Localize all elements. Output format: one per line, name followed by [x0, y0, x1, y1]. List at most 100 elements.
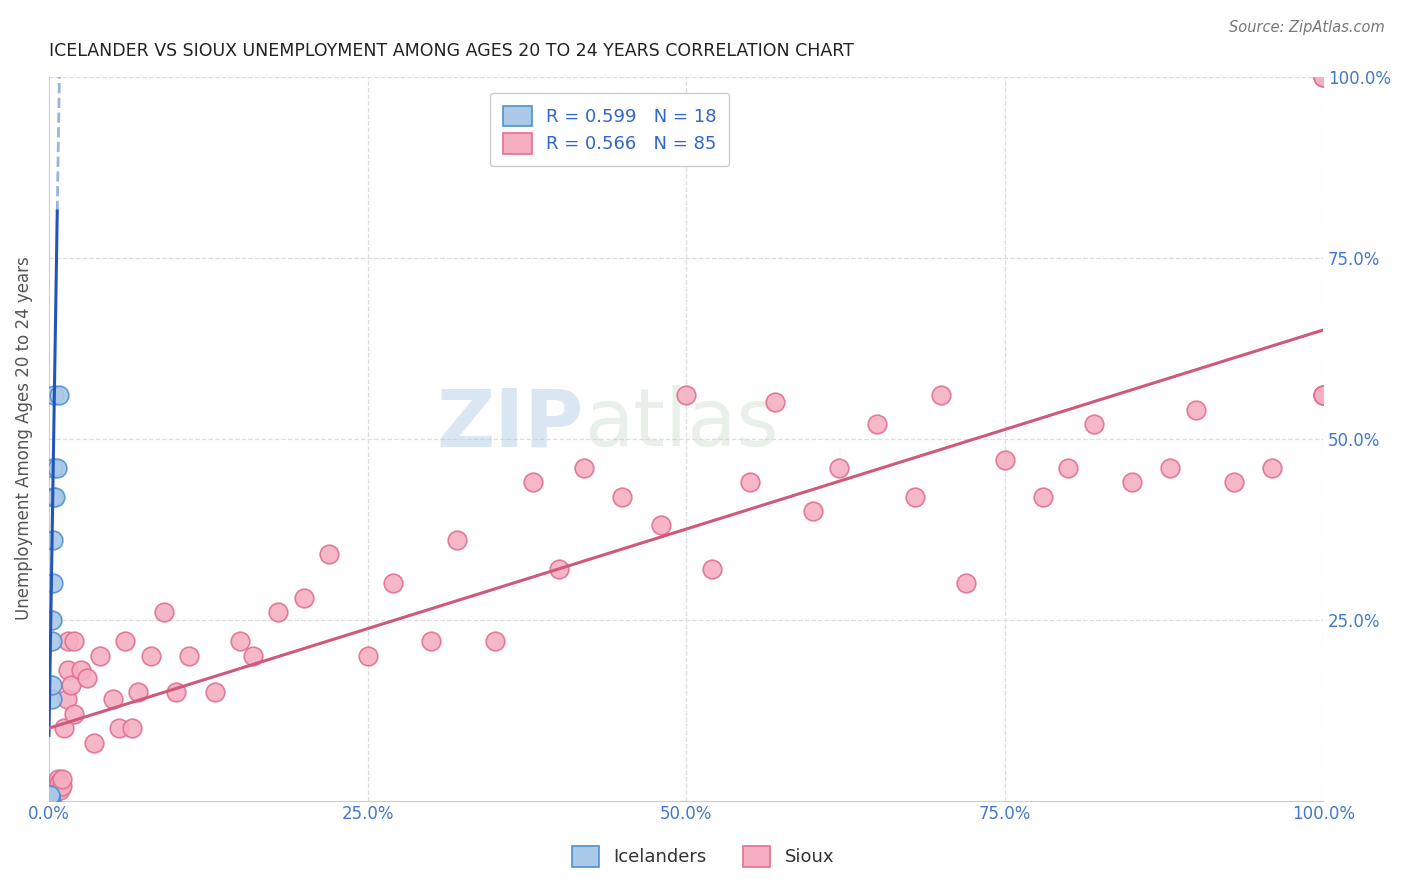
- Point: [48, 780, 70, 795]
- Point: [1057, 460, 1080, 475]
- Point: [382, 576, 405, 591]
- Point: [165, 685, 187, 699]
- Point: [572, 460, 595, 475]
- Point: [44, 778, 66, 792]
- Point: [39, 789, 62, 804]
- Point: [420, 634, 443, 648]
- Point: [48, 775, 70, 789]
- Point: [700, 562, 723, 576]
- Point: [39, 788, 62, 802]
- Point: [42, 779, 65, 793]
- Point: [39, 791, 62, 805]
- Point: [45, 460, 67, 475]
- Point: [1261, 460, 1284, 475]
- Point: [44, 490, 66, 504]
- Point: [39, 790, 62, 805]
- Point: [41, 788, 63, 802]
- Point: [242, 648, 264, 663]
- Point: [929, 388, 952, 402]
- Point: [152, 606, 174, 620]
- Point: [41, 785, 63, 799]
- Point: [42, 490, 65, 504]
- Point: [114, 634, 136, 648]
- Point: [42, 782, 65, 797]
- Point: [1312, 70, 1334, 84]
- Point: [1223, 475, 1246, 489]
- Point: [101, 692, 124, 706]
- Point: [1312, 388, 1334, 402]
- Point: [56, 692, 79, 706]
- Point: [48, 388, 70, 402]
- Point: [45, 775, 67, 789]
- Point: [42, 460, 65, 475]
- Point: [51, 779, 73, 793]
- Point: [41, 678, 63, 692]
- Point: [39, 788, 62, 802]
- Point: [650, 518, 672, 533]
- Point: [51, 772, 73, 786]
- Point: [76, 671, 98, 685]
- Point: [1083, 417, 1105, 431]
- Point: [63, 706, 86, 721]
- Point: [179, 648, 201, 663]
- Point: [39, 789, 62, 804]
- Point: [522, 475, 544, 489]
- Point: [42, 784, 65, 798]
- Point: [39, 789, 62, 803]
- Point: [41, 789, 63, 804]
- Point: [292, 591, 315, 605]
- Point: [1121, 475, 1143, 489]
- Point: [41, 692, 63, 706]
- Point: [994, 453, 1017, 467]
- Point: [42, 780, 65, 795]
- Point: [1159, 460, 1181, 475]
- Text: atlas: atlas: [583, 385, 779, 463]
- Point: [738, 475, 761, 489]
- Point: [69, 663, 91, 677]
- Point: [49, 782, 72, 797]
- Point: [1312, 70, 1334, 84]
- Point: [56, 634, 79, 648]
- Point: [204, 685, 226, 699]
- Point: [53, 721, 76, 735]
- Point: [39, 792, 62, 806]
- Point: [356, 648, 378, 663]
- Point: [612, 490, 634, 504]
- Point: [1312, 388, 1334, 402]
- Point: [42, 388, 65, 402]
- Legend: R = 0.599   N = 18, R = 0.566   N = 85: R = 0.599 N = 18, R = 0.566 N = 85: [491, 93, 730, 166]
- Point: [127, 685, 149, 699]
- Point: [1032, 490, 1054, 504]
- Point: [1184, 402, 1206, 417]
- Point: [42, 533, 65, 547]
- Point: [59, 678, 82, 692]
- Point: [267, 606, 290, 620]
- Text: Source: ZipAtlas.com: Source: ZipAtlas.com: [1229, 20, 1385, 35]
- Text: ZIP: ZIP: [437, 385, 583, 463]
- Legend: Icelanders, Sioux: Icelanders, Sioux: [565, 838, 841, 874]
- Point: [803, 504, 825, 518]
- Point: [42, 576, 65, 591]
- Point: [763, 395, 786, 409]
- Point: [139, 648, 162, 663]
- Point: [318, 548, 340, 562]
- Point: [41, 634, 63, 648]
- Point: [39, 789, 62, 804]
- Point: [83, 736, 105, 750]
- Text: ICELANDER VS SIOUX UNEMPLOYMENT AMONG AGES 20 TO 24 YEARS CORRELATION CHART: ICELANDER VS SIOUX UNEMPLOYMENT AMONG AG…: [49, 42, 853, 60]
- Point: [39, 786, 62, 800]
- Point: [42, 786, 65, 800]
- Point: [39, 791, 62, 805]
- Point: [56, 663, 79, 677]
- Point: [89, 648, 111, 663]
- Point: [955, 576, 977, 591]
- Point: [108, 721, 131, 735]
- Y-axis label: Unemployment Among Ages 20 to 24 years: Unemployment Among Ages 20 to 24 years: [15, 257, 32, 621]
- Point: [229, 634, 252, 648]
- Point: [121, 721, 143, 735]
- Point: [39, 790, 62, 805]
- Point: [675, 388, 697, 402]
- Point: [866, 417, 889, 431]
- Point: [446, 533, 468, 547]
- Point: [39, 789, 62, 804]
